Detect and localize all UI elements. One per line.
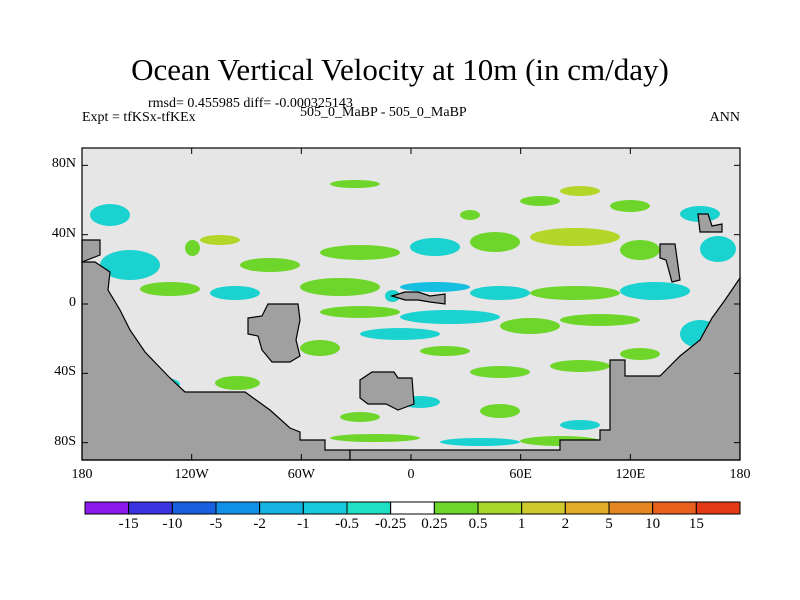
field-patch (470, 366, 530, 378)
field-patch (560, 186, 600, 196)
colorbar-swatch (477, 501, 523, 515)
field-patch (460, 210, 480, 220)
field-patch (470, 232, 520, 252)
colorbar-level-label: -15 (118, 516, 139, 532)
field-patch (140, 282, 200, 296)
colorbar-swatch (215, 501, 261, 515)
case-label: 505_0_MaBP - 505_0_MaBP (300, 105, 467, 120)
period-label: ANN (709, 110, 740, 125)
y-tick-label: 80N (51, 156, 76, 172)
north-asia-island-land (697, 213, 723, 233)
colorbar-swatch (608, 501, 654, 515)
field-patch (500, 318, 560, 334)
field-patch (300, 340, 340, 356)
field-patch (470, 286, 530, 300)
colorbar (84, 501, 741, 515)
americas-land (81, 261, 351, 461)
colorbar-swatch (171, 501, 217, 515)
field-patch (90, 204, 130, 226)
colorbar-level-label: -2 (253, 516, 266, 532)
africa-land (247, 303, 301, 363)
x-tick-label: 120E (615, 467, 646, 482)
x-tick-label: 60W (287, 467, 315, 482)
field-patch (400, 282, 470, 292)
field-patch (320, 245, 400, 260)
colorbar-level-label: -0.25 (375, 516, 407, 532)
field-patch (420, 346, 470, 356)
field-patch (620, 348, 660, 360)
field-patch (330, 180, 380, 188)
colorbar-level-label: 15 (688, 516, 704, 532)
field-patch (700, 236, 736, 262)
field-patch (100, 250, 160, 280)
field-patch (530, 228, 620, 246)
colorbar-level-label: 0.25 (421, 516, 448, 532)
y-tick-label: 0 (69, 295, 76, 310)
colorbar-swatch (84, 501, 130, 515)
colorbar-level-label: -0.5 (335, 516, 359, 532)
maritime-continent-land (389, 291, 446, 305)
colorbar-swatch (564, 501, 610, 515)
field-patch (330, 434, 420, 442)
colorbar-swatch (259, 501, 304, 515)
antarctica-land (349, 276, 741, 461)
field-patch (610, 200, 650, 212)
colorbar-level-label: -10 (162, 516, 183, 532)
x-tick-label: 0 (407, 467, 415, 482)
field-patch (210, 286, 260, 300)
field-patch (360, 328, 440, 340)
field-patch (185, 240, 200, 256)
colorbar-level-label: -5 (209, 516, 223, 532)
field-patch (560, 420, 600, 430)
colorbar-swatch (302, 501, 348, 515)
field-patch (240, 258, 300, 272)
field-patch (215, 376, 260, 390)
colorbar-level-label: 5 (605, 516, 613, 532)
australia-land (359, 371, 415, 411)
colorbar-level-label: 0.5 (468, 516, 488, 532)
chart-title: Ocean Vertical Velocity at 10m (in cm/da… (131, 52, 669, 87)
colorbar-level-label: -1 (297, 516, 310, 532)
colorbar-level-label: 1 (517, 516, 526, 532)
x-tick-label: 180 (729, 467, 751, 482)
y-tick-label: 40N (51, 225, 76, 241)
land-mask (81, 213, 741, 461)
colorbar-level-label: 10 (645, 516, 661, 532)
field-patch (410, 238, 460, 256)
field-patch (300, 278, 380, 296)
field-patch (480, 404, 520, 418)
experiment-label: Expt = tfKSx-tfKEx (82, 110, 196, 125)
field-patch (620, 240, 660, 260)
field-patch (560, 314, 640, 326)
field-patch (530, 286, 620, 300)
field-patch (520, 196, 560, 206)
x-tick-label: 120W (174, 467, 209, 482)
field-patch (620, 282, 690, 300)
colorbar-swatch (346, 501, 392, 515)
colorbar-swatch (128, 501, 173, 515)
colorbar-swatch (433, 501, 479, 515)
colorbar-level-label: 2 (561, 516, 570, 532)
colorbar-swatch (521, 501, 566, 515)
x-tick-label: 60E (509, 467, 532, 482)
y-tick-label: 40S (54, 364, 76, 380)
field-patch (340, 412, 380, 422)
field-patch (200, 235, 240, 245)
field-patch (550, 360, 610, 372)
axis-ticks (81, 148, 741, 460)
colorbar-swatch (652, 501, 697, 515)
east-asia-coast-land (659, 243, 681, 283)
y-tick-label: 80S (54, 433, 76, 449)
x-tick-label: 180 (71, 467, 93, 482)
field-patch (320, 306, 400, 318)
stats-line: rmsd= 0.455985 diff= -0.000325143 (148, 96, 353, 111)
field-patch (440, 438, 520, 446)
colorbar-swatch (695, 501, 741, 515)
field-patch (400, 310, 500, 324)
colorbar-swatch (390, 501, 435, 515)
